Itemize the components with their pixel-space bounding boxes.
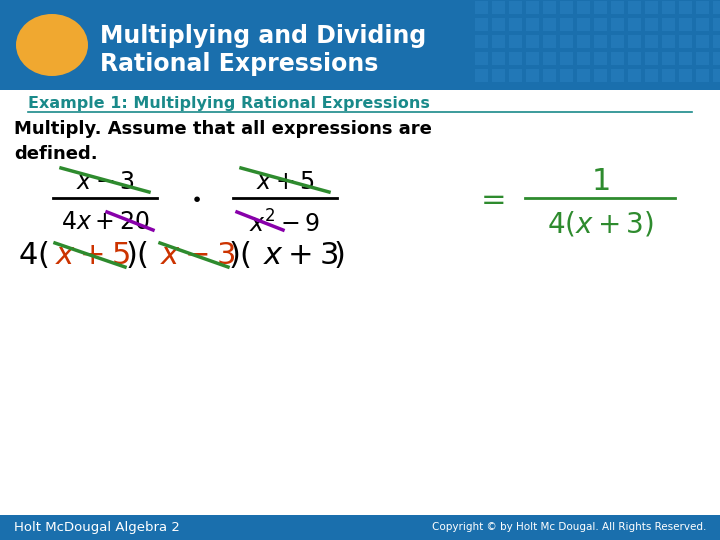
Bar [679,69,692,82]
Bar [645,35,658,48]
Bar [594,52,607,65]
Bar [475,35,488,48]
Bar [611,18,624,31]
Text: $=$: $=$ [475,184,505,213]
Bar [679,35,692,48]
Bar [696,1,709,14]
Text: $\mathit{x}+3$: $\mathit{x}+3$ [263,240,338,269]
Bar [475,1,488,14]
Bar [662,18,675,31]
Bar [713,69,720,82]
Text: $)($: $)($ [228,240,251,271]
Bar [560,35,573,48]
Bar [492,35,505,48]
Bar [560,69,573,82]
Bar [696,18,709,31]
Bar [509,18,522,31]
Bar [594,69,607,82]
Text: $4(\mathit{x}+3)$: $4(\mathit{x}+3)$ [546,210,654,239]
Bar [611,69,624,82]
Bar [560,1,573,14]
Bar [526,35,539,48]
Bar [594,35,607,48]
Bar [713,35,720,48]
Bar [492,52,505,65]
Bar [475,52,488,65]
Text: $\mathit{x}-3$: $\mathit{x}-3$ [160,240,235,269]
Text: $\mathit{x}-3$: $\mathit{x}-3$ [76,170,135,194]
Text: Example 1: Multiplying Rational Expressions: Example 1: Multiplying Rational Expressi… [28,96,430,111]
Bar [645,1,658,14]
Bar [696,35,709,48]
Bar [594,18,607,31]
Bar [509,1,522,14]
Ellipse shape [16,14,88,76]
Bar [526,1,539,14]
Bar [645,18,658,31]
Bar [611,1,624,14]
Bar [713,52,720,65]
Bar [713,1,720,14]
Bar [696,52,709,65]
Bar [526,69,539,82]
Bar [509,35,522,48]
Text: $)($: $)($ [125,240,148,271]
Text: $)$: $)$ [333,240,344,271]
Text: $1$: $1$ [590,167,609,197]
Bar [594,1,607,14]
Text: $\mathit{x}^{2}-9$: $\mathit{x}^{2}-9$ [249,210,320,237]
Bar [526,52,539,65]
Bar [543,35,556,48]
Bar [526,18,539,31]
Bar [577,18,590,31]
Bar [645,52,658,65]
Bar [696,69,709,82]
Bar [628,18,641,31]
Text: Copyright © by Holt Mc Dougal. All Rights Reserved.: Copyright © by Holt Mc Dougal. All Right… [431,522,706,532]
Text: $\mathit{x}+5$: $\mathit{x}+5$ [55,240,130,269]
Bar [560,18,573,31]
Bar [662,52,675,65]
Bar [662,1,675,14]
Bar [543,52,556,65]
Bar [679,18,692,31]
Bar [577,52,590,65]
Text: $\bullet$: $\bullet$ [189,188,200,207]
Bar [611,35,624,48]
Bar [492,69,505,82]
Bar [645,69,658,82]
Bar [577,1,590,14]
Bar [577,35,590,48]
Bar [475,18,488,31]
Text: Holt McDougal Algebra 2: Holt McDougal Algebra 2 [14,521,180,534]
Bar [543,1,556,14]
Bar [543,69,556,82]
Bar [679,1,692,14]
Bar [492,18,505,31]
Bar [662,35,675,48]
Bar [662,69,675,82]
Text: Rational Expressions: Rational Expressions [100,52,379,76]
Bar [611,52,624,65]
Bar [0,0,720,90]
Text: $\mathit{x}+5$: $\mathit{x}+5$ [256,170,315,194]
Bar [0,515,720,540]
Bar [543,18,556,31]
Text: Multiply. Assume that all expressions are
defined.: Multiply. Assume that all expressions ar… [14,120,432,163]
Text: $4($: $4($ [18,240,49,271]
Text: $4\mathit{x}+20$: $4\mathit{x}+20$ [60,210,149,234]
Bar [509,69,522,82]
Bar [628,69,641,82]
Bar [628,52,641,65]
Bar [577,69,590,82]
Bar [509,52,522,65]
Bar [679,52,692,65]
Bar [628,1,641,14]
Bar [628,35,641,48]
Bar [713,18,720,31]
Bar [560,52,573,65]
Bar [492,1,505,14]
Text: Multiplying and Dividing: Multiplying and Dividing [100,24,426,48]
Bar [475,69,488,82]
